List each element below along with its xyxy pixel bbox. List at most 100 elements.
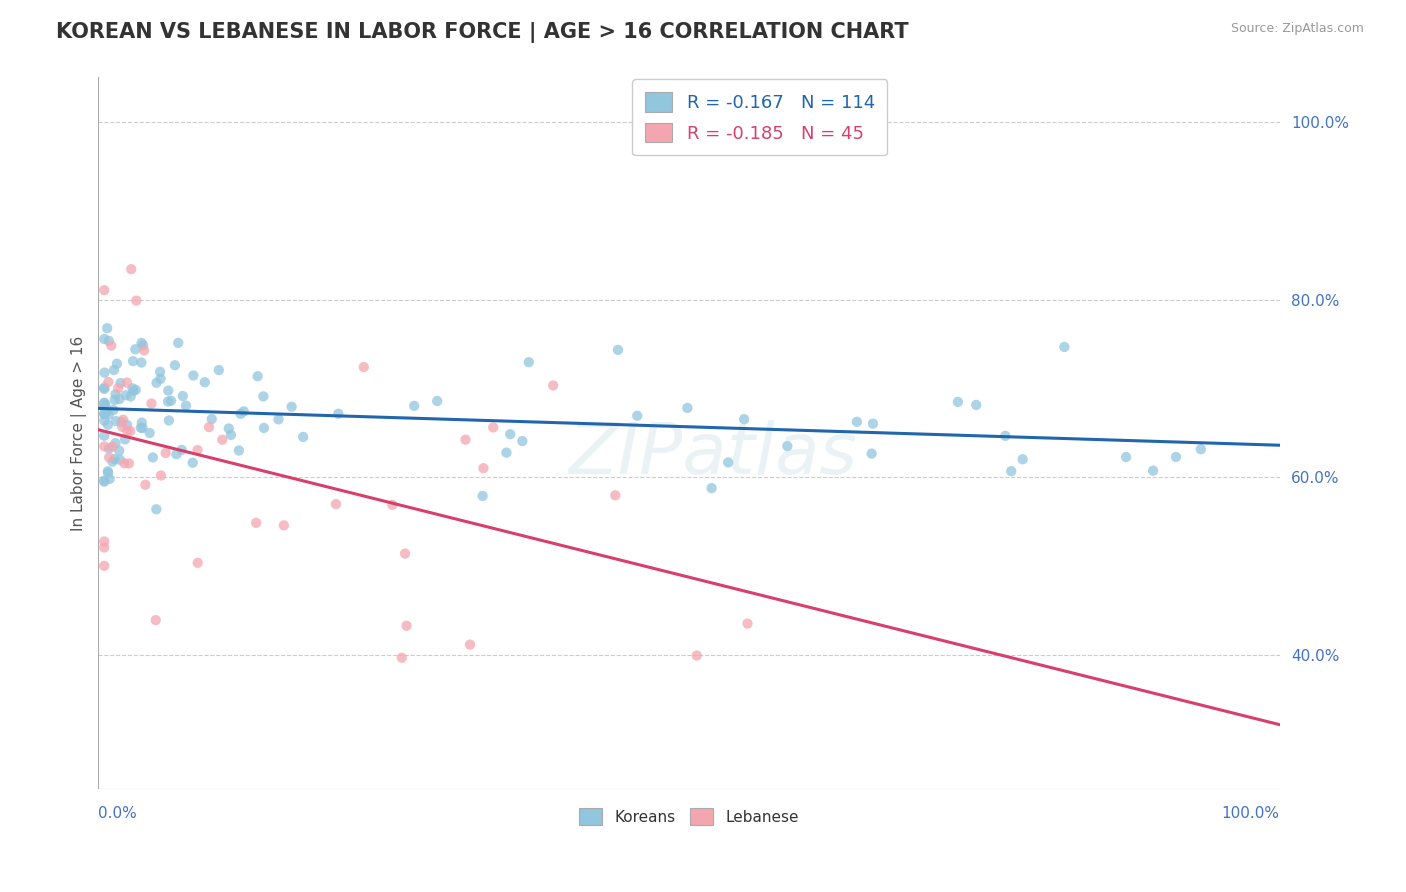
- Point: [134, 477, 156, 491]
- Point: [112, 456, 135, 470]
- Point: [172, 389, 194, 403]
- Point: [97, 464, 120, 478]
- Point: [404, 399, 426, 413]
- Point: [96, 321, 118, 335]
- Point: [292, 430, 315, 444]
- Point: [131, 421, 153, 435]
- Point: [845, 415, 868, 429]
- Point: [131, 355, 153, 369]
- Point: [381, 498, 404, 512]
- Point: [149, 372, 172, 386]
- Point: [208, 363, 231, 377]
- Point: [607, 343, 630, 357]
- Point: [103, 363, 125, 377]
- Point: [125, 293, 148, 308]
- Point: [114, 388, 136, 402]
- Point: [353, 359, 375, 374]
- Text: 100.0%: 100.0%: [1222, 806, 1279, 822]
- Point: [686, 648, 709, 663]
- Point: [108, 392, 131, 406]
- Point: [1053, 340, 1076, 354]
- Point: [103, 403, 125, 417]
- Point: [107, 381, 129, 395]
- Point: [994, 429, 1017, 443]
- Point: [93, 395, 115, 409]
- Point: [93, 414, 115, 428]
- Point: [860, 447, 883, 461]
- Point: [1164, 450, 1187, 464]
- Point: [946, 395, 969, 409]
- Point: [93, 541, 115, 555]
- Point: [145, 502, 167, 516]
- Point: [273, 518, 295, 533]
- Point: [155, 446, 177, 460]
- Point: [252, 389, 274, 403]
- Point: [201, 412, 224, 426]
- Point: [124, 343, 146, 357]
- Point: [183, 368, 205, 383]
- Point: [110, 415, 132, 429]
- Point: [198, 420, 221, 434]
- Point: [132, 338, 155, 352]
- Point: [131, 416, 153, 430]
- Point: [174, 399, 197, 413]
- Point: [115, 417, 138, 432]
- Point: [170, 442, 193, 457]
- Point: [186, 443, 208, 458]
- Point: [245, 516, 267, 530]
- Point: [253, 421, 276, 435]
- Point: [93, 332, 115, 346]
- Point: [108, 443, 131, 458]
- Point: [391, 650, 413, 665]
- Point: [187, 556, 209, 570]
- Point: [499, 427, 522, 442]
- Point: [131, 335, 153, 350]
- Point: [93, 396, 115, 410]
- Point: [111, 420, 134, 434]
- Point: [541, 378, 564, 392]
- Point: [104, 452, 127, 467]
- Text: KOREAN VS LEBANESE IN LABOR FORCE | AGE > 16 CORRELATION CHART: KOREAN VS LEBANESE IN LABOR FORCE | AGE …: [56, 22, 908, 44]
- Point: [101, 455, 124, 469]
- Point: [93, 558, 115, 573]
- Point: [108, 453, 131, 467]
- Point: [157, 394, 180, 409]
- Point: [105, 414, 128, 428]
- Point: [512, 434, 534, 448]
- Point: [219, 428, 242, 442]
- Point: [93, 475, 115, 489]
- Point: [115, 424, 138, 438]
- Point: [157, 413, 180, 427]
- Text: 0.0%: 0.0%: [98, 806, 138, 822]
- Point: [94, 404, 117, 418]
- Point: [458, 638, 481, 652]
- Point: [93, 428, 115, 442]
- Point: [394, 547, 416, 561]
- Point: [125, 383, 148, 397]
- Point: [138, 425, 160, 440]
- Point: [517, 355, 540, 369]
- Point: [145, 613, 167, 627]
- Point: [218, 421, 240, 435]
- Point: [93, 366, 115, 380]
- Point: [120, 262, 142, 277]
- Point: [105, 357, 128, 371]
- Point: [1189, 442, 1212, 457]
- Point: [454, 433, 477, 447]
- Point: [246, 369, 269, 384]
- Point: [132, 343, 155, 358]
- Point: [115, 376, 138, 390]
- Point: [1011, 452, 1033, 467]
- Point: [965, 398, 987, 412]
- Point: [93, 407, 115, 421]
- Point: [93, 382, 115, 396]
- Point: [482, 420, 505, 434]
- Point: [118, 457, 141, 471]
- Point: [733, 412, 755, 426]
- Point: [194, 375, 217, 389]
- Point: [149, 365, 172, 379]
- Point: [149, 468, 172, 483]
- Point: [93, 439, 115, 453]
- Point: [98, 472, 121, 486]
- Point: [267, 412, 290, 426]
